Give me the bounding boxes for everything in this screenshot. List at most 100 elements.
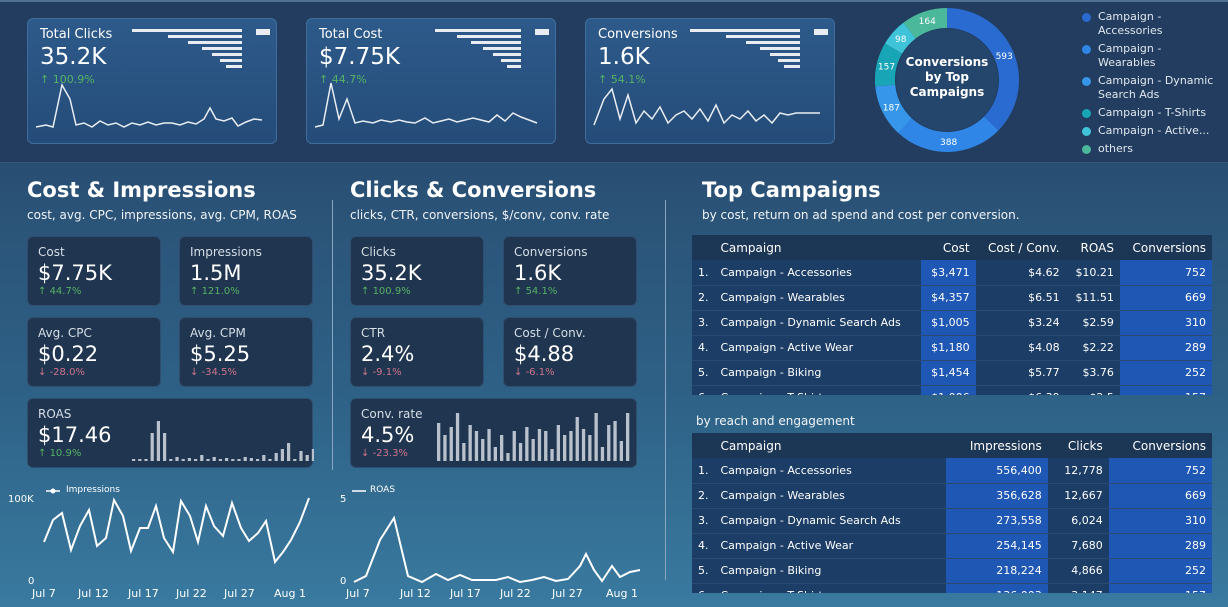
x-axis-label: Jul 12 — [400, 587, 431, 600]
card-cost-per-conv[interactable]: Cost / Conv. $4.88 ↓ -6.1% — [503, 317, 637, 387]
card-conversions[interactable]: Conversions 1.6K ↑ 54.1% — [503, 236, 637, 306]
top-campaigns-reach-table[interactable]: Campaign Impressions Clicks Conversions … — [692, 433, 1212, 593]
legend-marker — [50, 488, 56, 494]
sparkline-bar — [588, 435, 592, 461]
kpi-conversions[interactable]: Conversions 1.6K ↑ 54.1% — [585, 18, 835, 144]
table-row[interactable]: 4. Campaign - Active Wear $1,180 $4.08 $2.22… — [692, 335, 1212, 361]
table-cell: 136,003 — [946, 583, 1048, 593]
table-header[interactable]: Cost — [921, 235, 976, 260]
table-cell: $3.24 — [975, 310, 1066, 336]
card-title: Cost / Conv. — [514, 326, 586, 340]
table-row[interactable]: 3. Campaign - Dynamic Search Ads 273,558 6,… — [692, 508, 1212, 534]
card-delta-value: 10.9% — [49, 448, 82, 459]
section-subtitle-cost: cost, avg. CPC, impressions, avg. CPM, R… — [27, 208, 297, 222]
card-delta: ↑ 100.9% — [361, 286, 411, 297]
sparkline-bar — [600, 447, 605, 461]
sparkline-bar — [175, 457, 179, 461]
sparkline-bar — [525, 427, 529, 461]
card-title: Impressions — [190, 245, 262, 259]
sparkline-bar — [462, 443, 466, 461]
donut-slice[interactable] — [898, 116, 999, 153]
divider — [332, 200, 333, 470]
top-campaigns-cost-table[interactable]: Campaign Cost Cost / Conv. ROAS Conversi… — [692, 235, 1212, 395]
card-conv-rate[interactable]: Conv. rate 4.5% ↓ -23.3% — [350, 398, 637, 468]
table-cell: 356,628 — [946, 483, 1048, 509]
card-ctr[interactable]: CTR 2.4% ↓ -9.1% — [350, 317, 484, 387]
impressions-chart[interactable]: Impressions 100K 0 Jul 7 Jul 12 Jul 17 J… — [0, 480, 320, 607]
card-clicks[interactable]: Clicks 35.2K ↑ 100.9% — [350, 236, 484, 306]
row-rank: 1. — [692, 260, 715, 286]
card-impressions[interactable]: Impressions 1.5M ↑ 121.0% — [179, 236, 313, 306]
card-delta: ↑ 54.1% — [514, 286, 558, 297]
table-row[interactable]: 1. Campaign - Accessories $3,471 $4.62 $10.2… — [692, 260, 1212, 286]
table-cell: 3,147 — [1047, 583, 1109, 593]
table-header[interactable]: Campaign — [714, 433, 947, 458]
card-delta-value: 100.9% — [372, 286, 411, 297]
table-cell: 218,224 — [946, 558, 1048, 584]
table-row[interactable]: 5. Campaign - Biking $1,454 $5.77 $3.76 252 — [692, 360, 1212, 386]
roas-chart[interactable]: ROAS 5 0 Jul 7 Jul 12 Jul 17 Jul 22 Jul … — [330, 480, 650, 607]
table-header[interactable]: ROAS — [1065, 235, 1120, 260]
table-row[interactable]: 4. Campaign - Active Wear 254,145 7,680 289 — [692, 533, 1212, 559]
table-cell: $11.51 — [1065, 285, 1120, 311]
legend-item[interactable]: Campaign - T-Shirts — [1082, 106, 1222, 120]
donut-slice[interactable] — [875, 43, 903, 87]
card-roas[interactable]: ROAS $17.46 ↑ 10.9% — [27, 398, 314, 468]
table-row[interactable]: 2. Campaign - Wearables $4,357 $6.51 $11.51 6… — [692, 285, 1212, 311]
card-cost[interactable]: Cost $7.75K ↑ 44.7% — [27, 236, 161, 306]
table-cell: $10.21 — [1065, 260, 1120, 286]
conversions-donut[interactable]: 593 388 187 157 98 164 Conversions by Top Cam… — [872, 8, 1022, 156]
table-row[interactable]: 5. Campaign - Biking 218,224 4,866 252 — [692, 558, 1212, 584]
row-rank: 4. — [692, 335, 715, 361]
table-header[interactable]: Impressions — [946, 433, 1048, 458]
chart-legend-label: Impressions — [66, 485, 120, 495]
table-header[interactable]: Clicks — [1047, 433, 1109, 458]
legend-item[interactable]: Campaign - Accessories — [1082, 10, 1222, 38]
legend-label: Campaign - T-Shirts — [1098, 106, 1207, 119]
section-title-top: Top Campaigns — [702, 178, 881, 202]
kpi-value: 1.6K — [598, 44, 650, 70]
donut-center — [896, 29, 998, 131]
table-row[interactable]: 3. Campaign - Dynamic Search Ads $1,005 $3.… — [692, 310, 1212, 336]
table-row[interactable]: 2. Campaign - Wearables 356,628 12,667 669 — [692, 483, 1212, 509]
card-value: 4.5% — [361, 423, 415, 447]
table-cell: $1,006 — [921, 385, 976, 395]
sparkline-bar — [305, 455, 309, 461]
table-cell: $1,180 — [921, 335, 976, 361]
y-axis-bottom-label: 0 — [340, 576, 347, 587]
legend-item[interactable]: Campaign - Wearables — [1082, 42, 1222, 70]
table-cell: 752 — [1119, 260, 1212, 286]
row-rank: 4. — [692, 533, 715, 559]
card-title: CTR — [361, 326, 386, 340]
table-header[interactable]: Conversions — [1108, 433, 1212, 458]
card-avg-cpc[interactable]: Avg. CPC $0.22 ↓ -28.0% — [27, 317, 161, 387]
sparkline-bar — [487, 429, 491, 461]
donut-slice[interactable] — [903, 8, 947, 39]
kpi-total-clicks[interactable]: Total Clicks 35.2K ↑ 100.9% — [27, 18, 277, 144]
table-row[interactable]: 6.Campaign - T-Shirts136,0033,147157 — [692, 583, 1212, 593]
legend-item[interactable]: others — [1082, 142, 1222, 156]
sparkline-bar — [455, 413, 460, 461]
table-header[interactable]: Conversions — [1119, 235, 1212, 260]
sparkline-bar — [613, 421, 617, 461]
donut-slice[interactable] — [885, 22, 916, 54]
row-rank: 5. — [692, 360, 715, 386]
table-header[interactable]: Cost / Conv. — [975, 235, 1066, 260]
sparkline-bar — [437, 423, 441, 461]
table-row[interactable]: 1. Campaign - Accessories 556,400 12,778 752 — [692, 458, 1212, 484]
legend-item[interactable]: Campaign - Dynamic Search Ads — [1082, 74, 1222, 102]
kpi-sparkline — [593, 29, 828, 126]
card-title: Avg. CPC — [38, 326, 92, 340]
table-header[interactable]: Campaign — [714, 235, 922, 260]
kpi-delta: ↑ 44.7% — [319, 73, 367, 86]
donut-slice[interactable] — [875, 84, 912, 134]
row-rank: 2. — [692, 483, 715, 509]
kpi-total-cost[interactable]: Total Cost $7.75K ↑ 44.7% — [306, 18, 556, 144]
table-row[interactable]: 6.Campaign - T-Shirts$1,006$6.39$2.5157 — [692, 385, 1212, 395]
legend-item[interactable]: Campaign - Active... — [1082, 124, 1222, 138]
card-avg-cpm[interactable]: Avg. CPM $5.25 ↓ -34.5% — [179, 317, 313, 387]
card-title: Conversions — [514, 245, 588, 259]
donut-slice[interactable] — [947, 8, 1019, 131]
table-cell: 4,866 — [1047, 558, 1109, 584]
kpi-sparkline — [35, 29, 270, 128]
